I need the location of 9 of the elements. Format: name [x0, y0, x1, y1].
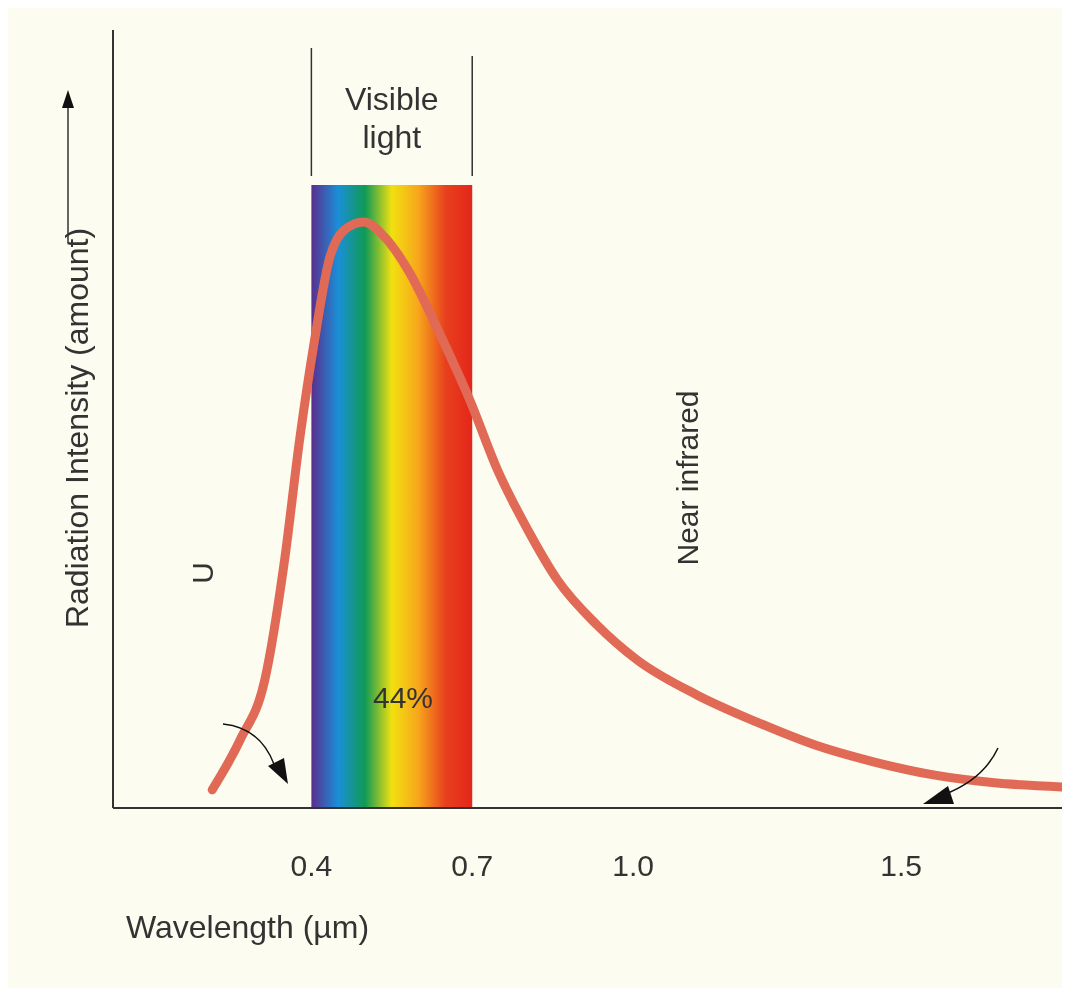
- x-tick-label: 0.7: [451, 849, 494, 882]
- x-tick-label: 1.5: [880, 849, 923, 882]
- annotation: U: [186, 562, 219, 584]
- y-axis-title: Radiation Intensity (amount): [59, 227, 95, 629]
- x-tick-label: 0.4: [290, 849, 333, 882]
- x-axis-title: Wavelength (µm): [125, 909, 370, 945]
- x-tick-label: 1.0: [612, 849, 654, 882]
- band-label: Visible light: [344, 81, 439, 155]
- annotation: Near infrared: [671, 390, 704, 566]
